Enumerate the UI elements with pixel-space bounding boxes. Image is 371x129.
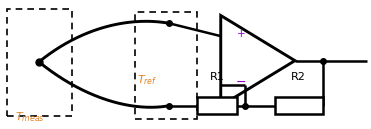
Bar bbox=[275, 97, 323, 114]
Text: $T_{meas}$: $T_{meas}$ bbox=[15, 110, 45, 124]
Bar bbox=[7, 9, 72, 116]
Bar bbox=[135, 12, 197, 119]
Bar bbox=[197, 97, 237, 114]
Text: +: + bbox=[237, 29, 246, 39]
Text: $T_{ref}$: $T_{ref}$ bbox=[137, 73, 158, 87]
Text: −: − bbox=[236, 76, 246, 89]
Text: R1: R1 bbox=[210, 72, 224, 82]
Text: R2: R2 bbox=[291, 72, 306, 82]
